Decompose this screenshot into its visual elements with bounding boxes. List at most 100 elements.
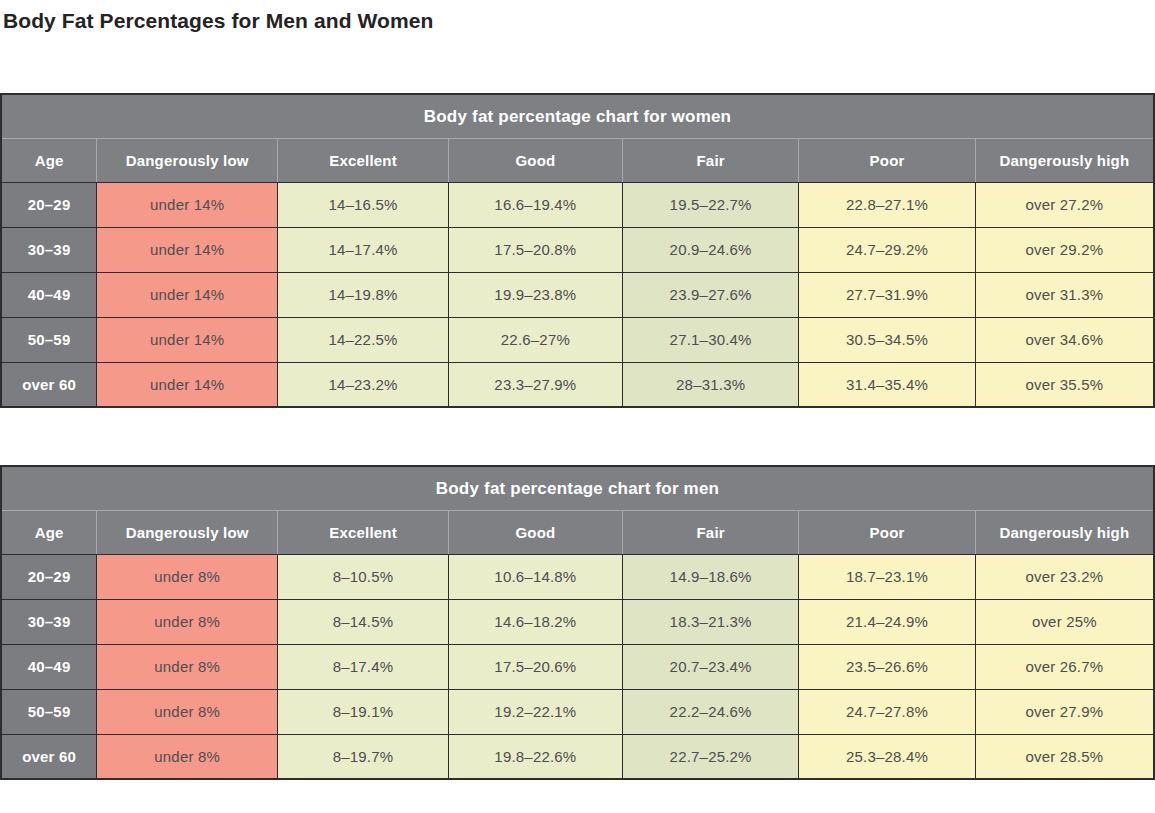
age-cell: over 60	[1, 362, 97, 407]
poor-cell: 24.7–29.2%	[799, 227, 975, 272]
poor-cell: 27.7–31.9%	[799, 272, 975, 317]
men-column-header-row: Age Dangerously low Excellent Good Fair …	[1, 510, 1154, 554]
table-row: 30–39under 14%14–17.4%17.5–20.8%20.9–24.…	[1, 227, 1154, 272]
excellent-cell: 8–17.4%	[278, 644, 449, 689]
dangerously-low-cell: under 14%	[97, 317, 278, 362]
fair-cell: 28–31.3%	[622, 362, 798, 407]
excellent-cell: 14–16.5%	[278, 182, 449, 227]
women-body-fat-table: Body fat percentage chart for women Age …	[0, 93, 1155, 408]
dangerously-high-cell: over 26.7%	[975, 644, 1154, 689]
col-header-poor: Poor	[799, 510, 975, 554]
table-row: 30–39under 8%8–14.5%14.6–18.2%18.3–21.3%…	[1, 599, 1154, 644]
poor-cell: 23.5–26.6%	[799, 644, 975, 689]
good-cell: 19.2–22.1%	[448, 689, 622, 734]
men-table-body: 20–29under 8%8–10.5%10.6–14.8%14.9–18.6%…	[1, 554, 1154, 779]
col-header-age: Age	[1, 510, 97, 554]
good-cell: 14.6–18.2%	[448, 599, 622, 644]
poor-cell: 18.7–23.1%	[799, 554, 975, 599]
dangerously-high-cell: over 28.5%	[975, 734, 1154, 779]
good-cell: 17.5–20.8%	[448, 227, 622, 272]
dangerously-low-cell: under 14%	[97, 182, 278, 227]
excellent-cell: 8–10.5%	[278, 554, 449, 599]
fair-cell: 20.7–23.4%	[622, 644, 798, 689]
poor-cell: 31.4–35.4%	[799, 362, 975, 407]
col-header-dangerously-high: Dangerously high	[975, 138, 1154, 182]
excellent-cell: 14–17.4%	[278, 227, 449, 272]
good-cell: 22.6–27%	[448, 317, 622, 362]
good-cell: 19.9–23.8%	[448, 272, 622, 317]
age-cell: 40–49	[1, 272, 97, 317]
col-header-poor: Poor	[799, 138, 975, 182]
table-row: 50–59under 8%8–19.1%19.2–22.1%22.2–24.6%…	[1, 689, 1154, 734]
table-row: over 60under 14%14–23.2%23.3–27.9%28–31.…	[1, 362, 1154, 407]
fair-cell: 22.7–25.2%	[622, 734, 798, 779]
age-cell: 50–59	[1, 689, 97, 734]
good-cell: 16.6–19.4%	[448, 182, 622, 227]
col-header-good: Good	[448, 138, 622, 182]
excellent-cell: 8–14.5%	[278, 599, 449, 644]
good-cell: 23.3–27.9%	[448, 362, 622, 407]
fair-cell: 20.9–24.6%	[622, 227, 798, 272]
good-cell: 17.5–20.6%	[448, 644, 622, 689]
women-column-header-row: Age Dangerously low Excellent Good Fair …	[1, 138, 1154, 182]
fair-cell: 27.1–30.4%	[622, 317, 798, 362]
dangerously-low-cell: under 8%	[97, 644, 278, 689]
excellent-cell: 8–19.1%	[278, 689, 449, 734]
dangerously-low-cell: under 8%	[97, 689, 278, 734]
age-cell: 20–29	[1, 554, 97, 599]
dangerously-high-cell: over 25%	[975, 599, 1154, 644]
dangerously-low-cell: under 14%	[97, 362, 278, 407]
excellent-cell: 8–19.7%	[278, 734, 449, 779]
table-row: 20–29under 8%8–10.5%10.6–14.8%14.9–18.6%…	[1, 554, 1154, 599]
page: Body Fat Percentages for Men and Women B…	[0, 8, 1155, 813]
fair-cell: 22.2–24.6%	[622, 689, 798, 734]
table-row: 20–29under 14%14–16.5%16.6–19.4%19.5–22.…	[1, 182, 1154, 227]
poor-cell: 25.3–28.4%	[799, 734, 975, 779]
col-header-excellent: Excellent	[278, 510, 449, 554]
col-header-fair: Fair	[622, 138, 798, 182]
dangerously-high-cell: over 23.2%	[975, 554, 1154, 599]
excellent-cell: 14–19.8%	[278, 272, 449, 317]
dangerously-high-cell: over 27.9%	[975, 689, 1154, 734]
table-row: 40–49under 8%8–17.4%17.5–20.6%20.7–23.4%…	[1, 644, 1154, 689]
age-cell: over 60	[1, 734, 97, 779]
dangerously-low-cell: under 14%	[97, 272, 278, 317]
poor-cell: 22.8–27.1%	[799, 182, 975, 227]
col-header-excellent: Excellent	[278, 138, 449, 182]
excellent-cell: 14–23.2%	[278, 362, 449, 407]
col-header-fair: Fair	[622, 510, 798, 554]
age-cell: 30–39	[1, 227, 97, 272]
col-header-dangerously-high: Dangerously high	[975, 510, 1154, 554]
good-cell: 10.6–14.8%	[448, 554, 622, 599]
col-header-age: Age	[1, 138, 97, 182]
dangerously-low-cell: under 14%	[97, 227, 278, 272]
poor-cell: 24.7–27.8%	[799, 689, 975, 734]
fair-cell: 19.5–22.7%	[622, 182, 798, 227]
fair-cell: 18.3–21.3%	[622, 599, 798, 644]
men-table-title-row: Body fat percentage chart for men	[1, 466, 1154, 510]
dangerously-high-cell: over 35.5%	[975, 362, 1154, 407]
poor-cell: 21.4–24.9%	[799, 599, 975, 644]
page-title: Body Fat Percentages for Men and Women	[3, 8, 1155, 34]
age-cell: 30–39	[1, 599, 97, 644]
col-header-dangerously-low: Dangerously low	[97, 138, 278, 182]
col-header-good: Good	[448, 510, 622, 554]
men-table-title: Body fat percentage chart for men	[1, 466, 1154, 510]
women-table-title-row: Body fat percentage chart for women	[1, 94, 1154, 138]
dangerously-high-cell: over 29.2%	[975, 227, 1154, 272]
table-row: 40–49under 14%14–19.8%19.9–23.8%23.9–27.…	[1, 272, 1154, 317]
excellent-cell: 14–22.5%	[278, 317, 449, 362]
dangerously-high-cell: over 31.3%	[975, 272, 1154, 317]
men-body-fat-table: Body fat percentage chart for men Age Da…	[0, 465, 1155, 780]
dangerously-low-cell: under 8%	[97, 734, 278, 779]
dangerously-high-cell: over 27.2%	[975, 182, 1154, 227]
age-cell: 40–49	[1, 644, 97, 689]
age-cell: 20–29	[1, 182, 97, 227]
fair-cell: 23.9–27.6%	[622, 272, 798, 317]
fair-cell: 14.9–18.6%	[622, 554, 798, 599]
women-table-title: Body fat percentage chart for women	[1, 94, 1154, 138]
poor-cell: 30.5–34.5%	[799, 317, 975, 362]
good-cell: 19.8–22.6%	[448, 734, 622, 779]
age-cell: 50–59	[1, 317, 97, 362]
table-row: over 60under 8%8–19.7%19.8–22.6%22.7–25.…	[1, 734, 1154, 779]
